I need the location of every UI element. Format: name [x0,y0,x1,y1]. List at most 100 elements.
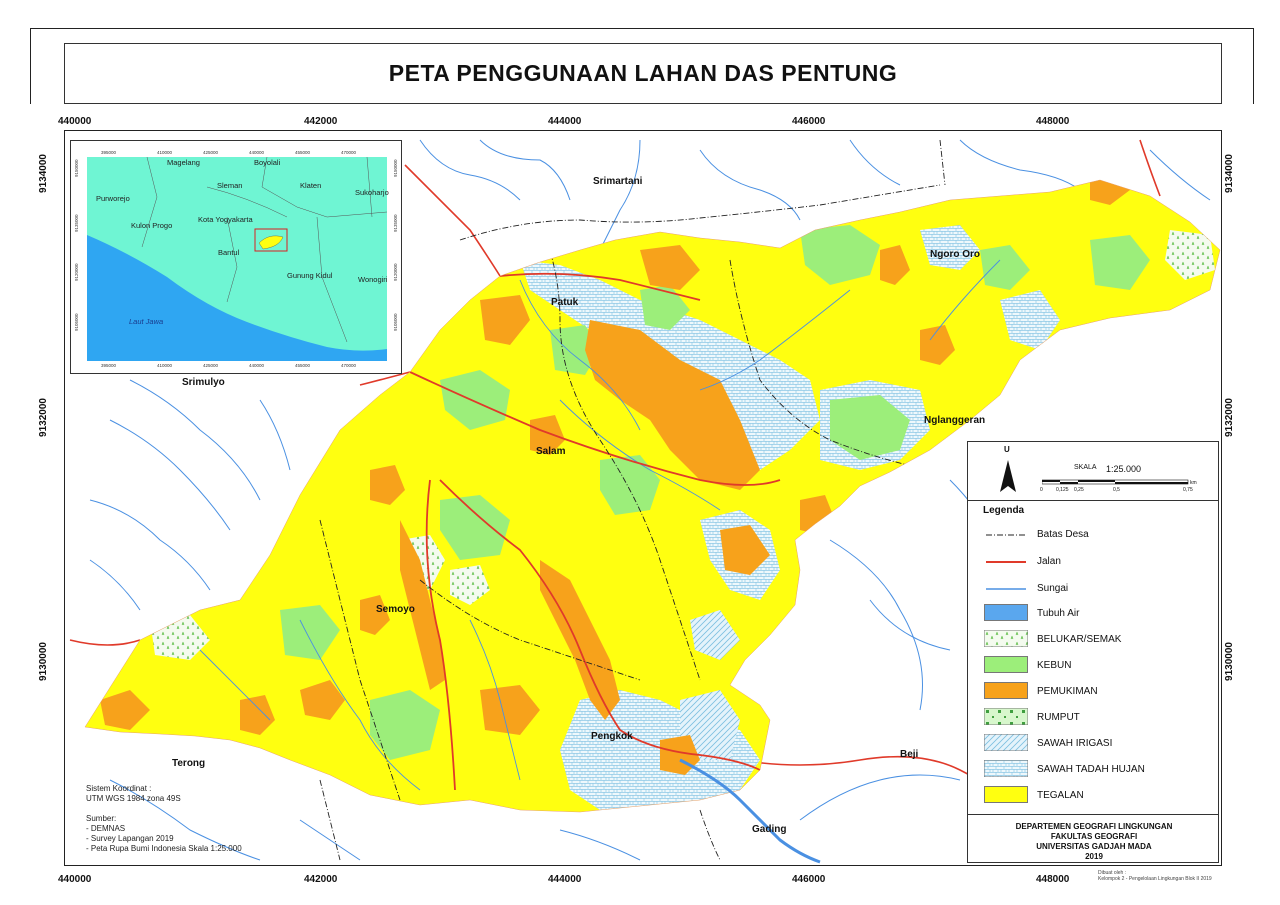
inset-x-tick: 440000 [249,150,265,155]
place-label: Ngoro Oro [930,249,980,260]
credit-line: Kelompok 2 - Pengelolaan Lingkungan Blok… [1098,876,1212,882]
inset-x-tick: 425000 [203,150,219,155]
legend-divider [968,814,1218,815]
scale-tick: 0,25 [1074,487,1084,493]
y-tick-left: 9130000 [37,642,49,681]
department-line: 2019 [1085,852,1103,861]
x-tick-bottom: 440000 [58,874,92,885]
place-label: Terong [172,758,206,769]
inset-label: Laut Jawa [129,317,164,326]
x-tick-top: 444000 [548,116,582,127]
inset-label: Bantul [218,248,240,257]
legend-swatch-sawah-irigasi [983,733,1029,752]
source-item: - Peta Rupa Bumi Indonesia Skala 1:25.00… [86,844,242,853]
x-tick-top: 442000 [304,116,338,127]
coord-label: Sistem Koordinat : [86,784,152,793]
inset-y-tick: 9150000 [74,159,79,177]
inset-y-tick: 9135000 [393,214,398,232]
credit-line: Dibuat oleh : [1098,870,1127,876]
map-notes: Sistem Koordinat : UTM WGS 1984 zona 49S… [86,784,242,854]
legend-label: Jalan [1037,556,1061,567]
credit-note: Dibuat oleh : Kelompok 2 - Pengelolaan L… [1098,870,1212,882]
scale-tick: 0 [1040,487,1043,493]
inset-locator-map[interactable]: Magelang Boyolali Sleman Klaten Purworej… [70,140,402,374]
legend-label: RUMPUT [1037,712,1080,723]
legend-swatch-kebun [984,656,1028,673]
legend-heading: Legenda [983,505,1025,516]
scale-value: 1:25.000 [1106,464,1142,474]
inset-x-tick: 440000 [249,363,265,368]
scale-tick: 0,5 [1113,487,1120,493]
legend-swatch-tegalan [984,786,1028,803]
scale-tick: 0,125 [1056,487,1069,493]
source-item: - DEMNAS [86,824,126,833]
inset-y-tick: 9105000 [74,313,79,331]
y-tick-right: 9132000 [1223,398,1235,437]
department-block: DEPARTEMEN GEOGRAFI LINGKUNGAN FAKULTAS … [985,822,1203,862]
inset-label: Sleman [217,181,243,190]
inset-label: Kulon Progo [131,221,173,230]
y-tick-right: 9134000 [1223,154,1235,193]
main-river [679,758,821,864]
inset-x-tick: 455000 [295,363,311,368]
inset-y-tick: 9135000 [74,214,79,232]
inset-y-tick: 9120000 [74,263,79,281]
legend-panel: U SKALA 1:25.000 0 0,125 0,25 0,5 0,75 k… [967,441,1219,863]
x-tick-top: 440000 [58,116,92,127]
place-label: Beji [900,749,919,760]
legend-label: SAWAH TADAH HUJAN [1037,764,1145,775]
legend-swatch-tubuh-air [984,604,1028,621]
inset-x-tick: 410000 [157,150,173,155]
place-label: Srimartani [593,176,643,187]
scale-tick: 0,75 [1183,487,1193,493]
x-tick-top: 448000 [1036,116,1070,127]
legend-swatch-belukar [983,629,1029,648]
inset-label: Magelang [167,158,200,167]
inset-x-tick: 425000 [203,363,219,368]
department-line: FAKULTAS GEOGRAFI [1050,832,1138,841]
source-item: - Survey Lapangan 2019 [86,834,174,843]
legend-divider [968,500,1218,501]
map-neatline [64,130,1222,866]
inset-label: Sukoharjo [355,188,389,197]
inset-label: Gunung Kidul [287,271,333,280]
x-tick-bottom: 444000 [548,874,582,885]
legend-swatch-pemukiman [984,682,1028,699]
legend-label: TEGALAN [1037,790,1084,801]
north-label: U [1004,445,1010,454]
scale-unit: km [1190,480,1197,486]
legend-swatch-jalan [984,555,1028,569]
coord-value: UTM WGS 1984 zona 49S [86,794,181,803]
x-tick-bottom: 448000 [1036,874,1070,885]
inset-label: Kota Yogyakarta [198,215,253,224]
inset-label: Wonogiri [358,275,388,284]
legend-label: Tubuh Air [1037,608,1080,619]
legend-swatch-batas-desa [984,528,1028,542]
inset-x-tick: 395000 [101,150,117,155]
place-label: Patuk [551,297,579,308]
scale-bar [1042,479,1189,485]
inset-y-tick: 9120000 [393,263,398,281]
place-label: Salam [536,446,566,457]
x-tick-bottom: 446000 [792,874,826,885]
place-label: Gading [752,824,787,835]
inset-map-graphic [87,157,387,361]
department-line: DEPARTEMEN GEOGRAFI LINGKUNGAN [1015,822,1173,831]
inset-x-tick: 470000 [341,363,357,368]
inset-y-tick: 9105000 [393,313,398,331]
legend-label: Sungai [1037,583,1069,594]
source-label: Sumber: [86,814,117,823]
legend-swatch-sungai [984,582,1028,596]
inset-label: Klaten [300,181,322,190]
title-box: PETA PENGGUNAAN LAHAN DAS PENTUNG [64,43,1222,104]
department-line: UNIVERSITAS GADJAH MADA [1036,842,1152,851]
legend-label: SAWAH IRIGASI [1037,738,1113,749]
y-tick-right: 9130000 [1223,642,1235,681]
place-label: Srimulyo [182,377,225,388]
legend-label: KEBUN [1037,660,1072,671]
legend-label: PEMUKIMAN [1037,686,1098,697]
x-tick-bottom: 442000 [304,874,338,885]
legend-swatch-sawah-tadah-hujan [983,759,1029,778]
x-tick-top: 446000 [792,116,826,127]
inset-label: Purworejo [96,194,130,203]
